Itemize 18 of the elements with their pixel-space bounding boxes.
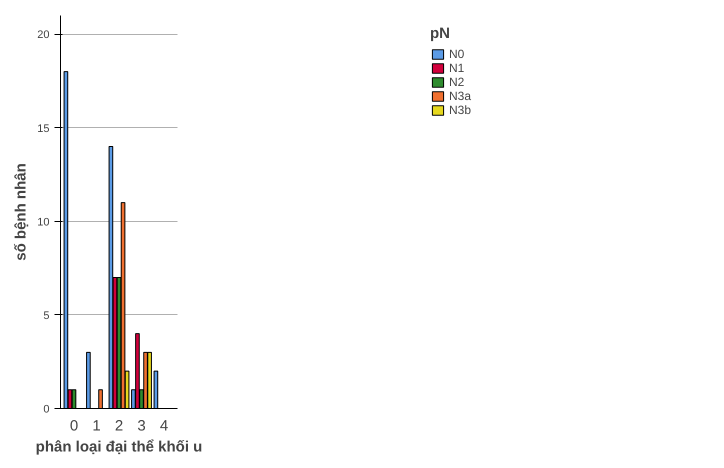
x-tick-label: 4 [160,418,168,434]
x-tick-label: 1 [92,418,101,434]
x-axis-title: phân loại đại thể khối u [36,438,202,456]
y-tick-label: 0 [43,404,50,416]
y-axis-title: số bệnh nhân [12,163,30,261]
y-tick-label: 10 [37,216,50,228]
legend-label: N1 [448,61,466,75]
legend-label: N3a [448,89,472,103]
legend-label: N0 [448,47,466,61]
legend-title: pN [430,25,451,42]
legend-label: N3b [448,103,472,117]
legend-label: N2 [448,75,466,89]
y-tick-label: 15 [37,122,50,135]
x-tick-label: 2 [114,418,124,434]
y-tick-label: 20 [37,29,50,42]
x-tick-label: 0 [70,418,78,434]
y-tick-label: 5 [43,310,50,322]
x-tick-label: 3 [137,418,146,434]
